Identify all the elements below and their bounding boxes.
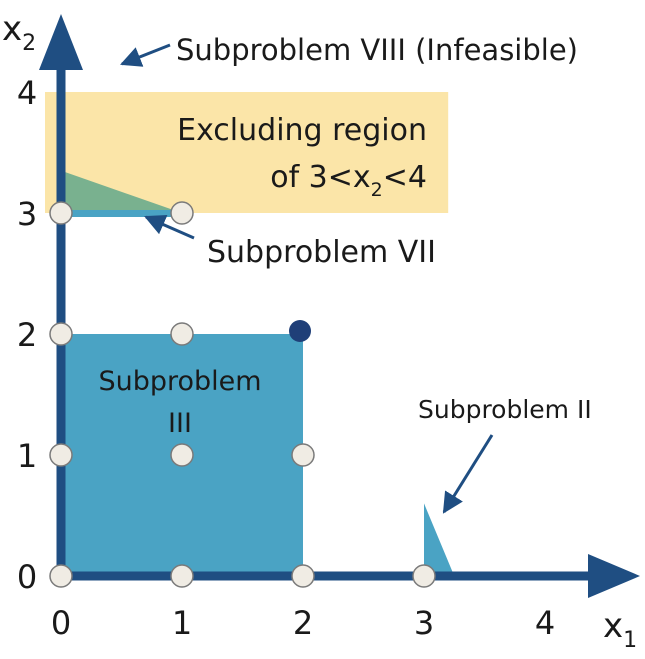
integer-point (49, 322, 73, 346)
integer-point (170, 201, 194, 225)
y-tick-label: 4 (17, 74, 37, 112)
integer-point (49, 201, 73, 225)
sub-vii-label: Subproblem VII (207, 235, 436, 270)
subproblem-vii-region (61, 170, 182, 213)
y-tick-label: 0 (17, 558, 37, 596)
x-tick-label: 3 (414, 604, 434, 642)
y-axis-arrowhead (39, 14, 83, 70)
sub-ii-label: Subproblem II (418, 395, 592, 424)
x-axis-arrowhead (588, 554, 640, 598)
integer-points (49, 201, 436, 588)
y-tick-labels: 0 1 2 3 4 (17, 74, 37, 596)
subproblem-vii-strip (61, 210, 182, 217)
x-tick-label: 0 (51, 604, 71, 642)
integer-point (170, 443, 194, 467)
x-axis-label: x1 (603, 606, 637, 653)
integer-point (291, 564, 315, 588)
integer-point (291, 443, 315, 467)
excluding-region-label-line2: of 3<x2<4 (270, 160, 427, 201)
integer-point (170, 564, 194, 588)
sub-vii-arrow (144, 214, 195, 240)
y-axis-label: x2 (2, 9, 36, 56)
optimal-point (289, 320, 311, 342)
y-tick-label: 2 (17, 316, 37, 354)
excluding-region-label-line1: Excluding region (177, 113, 427, 148)
sub-iii-label-line2: III (168, 408, 192, 439)
y-tick-label: 1 (17, 437, 37, 475)
integer-point (170, 322, 194, 346)
x-tick-label: 1 (172, 604, 192, 642)
integer-point (49, 443, 73, 467)
integer-point (49, 564, 73, 588)
sub-viii-label: Subproblem VIII (Infeasible) (176, 33, 578, 67)
x-tick-label: 2 (293, 604, 313, 642)
sub-viii-arrow (120, 43, 171, 67)
y-tick-label: 3 (17, 195, 37, 233)
x-tick-labels: 0 1 2 3 4 (51, 604, 555, 642)
integer-point (412, 564, 436, 588)
x-tick-label: 4 (535, 604, 555, 642)
sub-iii-label-line1: Subproblem (98, 366, 261, 397)
sub-ii-arrow (442, 434, 494, 514)
subproblem-ii-region (424, 503, 455, 576)
